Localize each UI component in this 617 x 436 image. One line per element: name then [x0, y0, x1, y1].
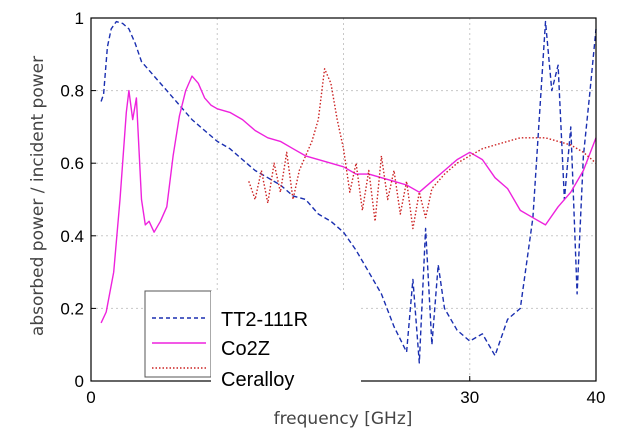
x-axis-title: frequency [GHz] [274, 409, 413, 429]
x-tick-label-0: 0 [86, 388, 95, 407]
y-tick-label-5: 1 [75, 9, 84, 28]
y-tick-label-0: 0 [75, 372, 84, 391]
legend: TT2-111R Co2Z Ceralloy [144, 290, 361, 403]
y-tick-label-1: 0.2 [60, 299, 84, 318]
y-tick-label-3: 0.6 [60, 154, 84, 173]
x-tick-label-3: 30 [460, 388, 479, 407]
series-line-tt2-111r [100, 20, 597, 364]
legend-text-panel [211, 291, 361, 403]
y-axis-title: absorbed power / incident power [28, 56, 48, 336]
series-line-co2z [100, 75, 597, 324]
legend-box [144, 290, 212, 378]
legend-label-tt2-111r: TT2-111R [221, 309, 308, 331]
y-tick-label-2: 0.4 [60, 227, 84, 246]
legend-label-co2z: Co2Z [221, 338, 270, 360]
grid [91, 18, 596, 381]
x-tick-label-4: 40 [587, 388, 606, 407]
y-tick-label-4: 0.8 [60, 82, 84, 101]
legend-label-ceralloy: Ceralloy [221, 369, 294, 391]
series-layer [100, 20, 597, 364]
tick-labels: 0 0.2 0.4 0.6 0.8 1 0 30 40 [60, 9, 605, 407]
